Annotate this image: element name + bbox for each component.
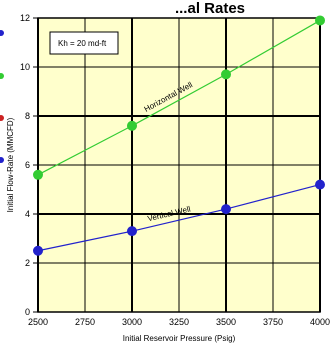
series-line	[37, 184, 321, 252]
x-tick-label: 3750	[263, 317, 283, 327]
data-point	[33, 245, 43, 256]
annotation-text: Kh = 20 md-ft	[58, 39, 107, 48]
x-axis-label: Initial Reservoir Pressure (Psig)	[123, 334, 236, 343]
y-tick-label: 4	[25, 209, 30, 219]
y-axis-label: Initial Flow-Rate (MMCFD)	[6, 117, 15, 212]
data-point	[221, 69, 231, 80]
data-point	[315, 15, 325, 26]
y-tick-label: 8	[25, 111, 30, 121]
y-tick-label: 6	[25, 160, 30, 170]
data-point	[315, 179, 325, 190]
x-tick-label: 3000	[122, 317, 142, 327]
y-axis-ticks: 0 2 4 6 8 10 12	[20, 13, 38, 317]
y-tick-label: 0	[25, 307, 30, 317]
cropped-legend-markers	[0, 30, 4, 163]
legend-marker	[0, 73, 4, 79]
annotation-box: Kh = 20 md-ft	[49, 31, 119, 55]
x-tick-label: 3250	[169, 317, 189, 327]
y-tick-label: 2	[25, 258, 30, 268]
x-axis-ticks: 2500 2750 3000 3250 3500 3750 4000	[28, 317, 330, 327]
series-line	[37, 19, 321, 176]
data-point	[221, 204, 231, 215]
x-tick-label: 3500	[216, 317, 236, 327]
y-tick-label: 10	[20, 62, 30, 72]
x-tick-label: 2750	[75, 317, 95, 327]
data-point	[33, 169, 43, 180]
data-point	[127, 226, 137, 237]
x-tick-label: 4000	[310, 317, 330, 327]
legend-marker	[0, 115, 4, 121]
data-point	[127, 120, 137, 131]
legend-marker	[0, 30, 4, 36]
chart-title: ...al Rates	[175, 0, 245, 17]
x-tick-label: 2500	[28, 317, 48, 327]
legend-marker	[0, 157, 4, 163]
y-tick-label: 12	[20, 13, 30, 23]
